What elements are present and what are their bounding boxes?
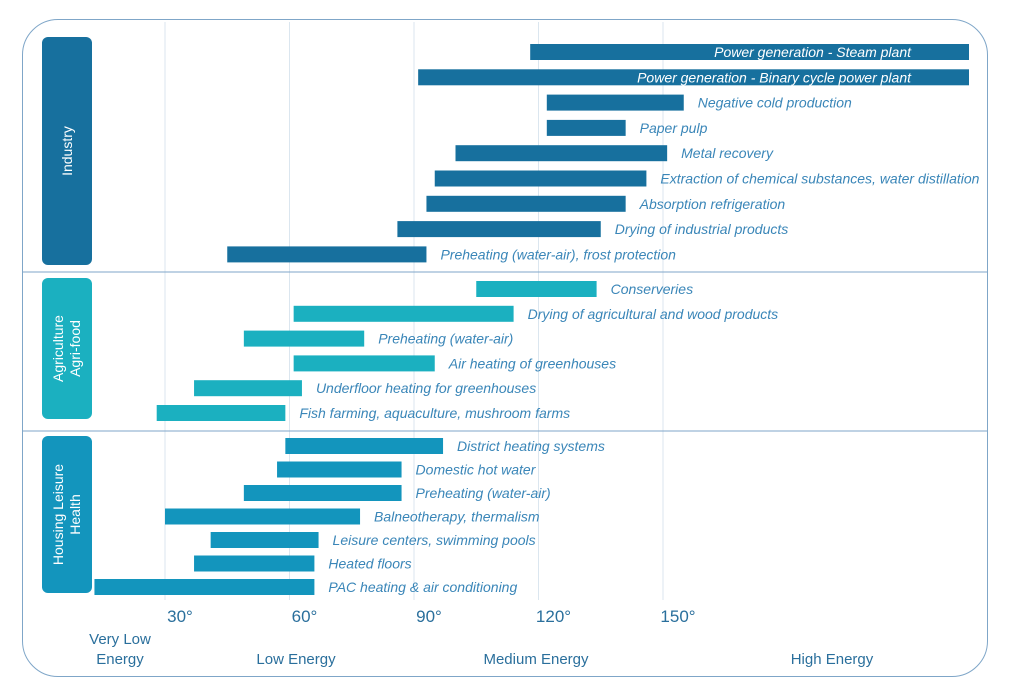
bar-label: Conserveries (611, 281, 693, 297)
range-bar (418, 69, 969, 86)
range-bar (434, 170, 647, 187)
range-bar (476, 281, 597, 297)
bar-label: Fish farming, aquaculture, mushroom farm… (299, 405, 570, 421)
section-label: Housing LeisureHealth (50, 464, 83, 565)
tick-label: 30° (167, 607, 193, 626)
bar-label: PAC heating & air conditioning (328, 579, 517, 595)
range-bar (194, 380, 302, 397)
energy-band-label: Very Low Energy (89, 631, 151, 668)
range-bar (94, 579, 315, 595)
bar-label: Balneotherapy, thermalism (374, 509, 540, 525)
range-bar (277, 461, 402, 478)
energy-band-label: Medium Energy (483, 651, 589, 668)
range-bar (426, 195, 626, 212)
energy-band-label: Low Energy (256, 651, 336, 668)
range-bar (546, 94, 684, 111)
bar-label: Metal recovery (681, 145, 774, 161)
range-bar (227, 246, 427, 263)
tick-label: 120° (536, 607, 571, 626)
energy-band-label: High Energy (791, 651, 874, 668)
tick-label: 90° (416, 607, 442, 626)
range-bar (194, 555, 315, 572)
section-label: Industry (59, 126, 75, 176)
bar-label: Power generation - Steam plant (714, 44, 912, 60)
range-bar (243, 330, 365, 347)
chart-frame (22, 19, 988, 677)
range-bar (530, 44, 969, 60)
range-bar (455, 145, 668, 162)
section-label-box (42, 37, 92, 265)
bar-label: Negative cold production (698, 95, 852, 111)
section-label-box (42, 436, 92, 593)
bar-label: Preheating (water-air), frost protection (440, 246, 676, 262)
range-bar (210, 532, 319, 548)
range-bar (165, 508, 361, 525)
bar-label: Domestic hot water (416, 462, 537, 478)
bar-label: Underfloor heating for greenhouses (316, 380, 536, 396)
section-label: AgricultureAgri-food (50, 315, 83, 382)
bar-label: Preheating (water-air) (378, 331, 513, 347)
range-bar (243, 485, 402, 501)
range-bar (397, 221, 601, 238)
range-bar (285, 438, 444, 454)
range-bar (293, 355, 435, 372)
bar-label: Absorption refrigeration (639, 196, 786, 212)
bar-label: Drying of agricultural and wood products (528, 306, 779, 322)
bar-label: Paper pulp (640, 120, 708, 136)
range-bar (546, 119, 626, 136)
bar-label: Extraction of chemical substances, water… (660, 171, 979, 187)
range-bar (156, 405, 286, 421)
bar-label: Air heating of greenhouses (448, 355, 616, 371)
bar-label: Preheating (water-air) (416, 485, 551, 501)
tick-label: 60° (292, 607, 318, 626)
range-bar (293, 305, 514, 322)
bar-label: District heating systems (457, 438, 605, 454)
bar-label: Heated floors (328, 556, 411, 572)
bar-label: Leisure centers, swimming pools (333, 532, 536, 548)
bar-label: Power generation - Binary cycle power pl… (637, 69, 912, 85)
section-label-box (42, 278, 92, 419)
bar-label: Drying of industrial products (615, 221, 789, 237)
tick-label: 150° (660, 607, 695, 626)
